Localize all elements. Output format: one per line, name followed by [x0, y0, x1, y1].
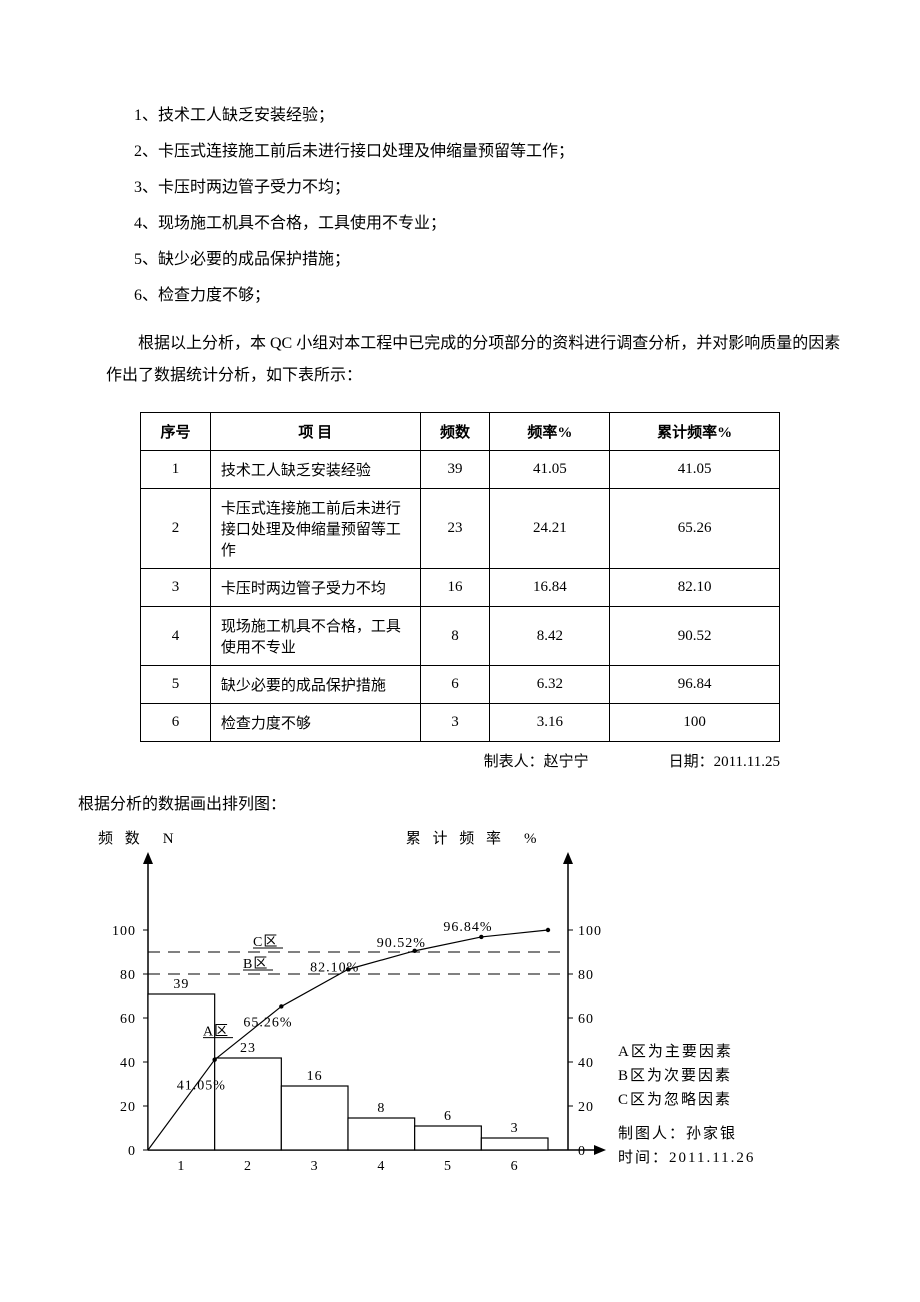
list-item: 4、现场施工机具不合格，工具使用不专业；	[78, 208, 842, 240]
svg-text:40: 40	[578, 1056, 594, 1071]
table-cell: 3	[141, 569, 211, 607]
table-cell: 缺少必要的成品保护措施	[210, 666, 420, 704]
th-freq: 频数	[420, 413, 490, 451]
svg-text:0: 0	[128, 1144, 136, 1159]
table-row: 5缺少必要的成品保护措施66.3296.84	[141, 666, 780, 704]
th-cum: 累计频率%	[610, 413, 780, 451]
svg-text:5: 5	[444, 1159, 452, 1174]
table-cell: 4	[141, 607, 211, 666]
list-item: 5、缺少必要的成品保护措施；	[78, 244, 842, 276]
svg-text:96.84%: 96.84%	[443, 920, 492, 935]
table-cell: 16	[420, 569, 490, 607]
svg-text:100: 100	[112, 924, 136, 939]
left-axis-title: 频 数 N	[98, 827, 398, 848]
table-cell: 41.05	[490, 451, 610, 489]
table-cell: 82.10	[610, 569, 780, 607]
list-item: 3、卡压时两边管子受力不均；	[78, 172, 842, 204]
legend-maker: 制图人：孙家银	[618, 1122, 755, 1146]
axis-titles: 频 数 N 累 计 频 率 %	[78, 827, 842, 848]
svg-text:16: 16	[307, 1069, 323, 1084]
table-cell: 3.16	[490, 704, 610, 742]
table-maker: 制表人：赵宁宁	[484, 750, 589, 771]
analysis-table: 序号 项 目 频数 频率% 累计频率% 1技术工人缺乏安装经验3941.0541…	[140, 412, 780, 742]
svg-text:1: 1	[177, 1159, 185, 1174]
table-cell: 100	[610, 704, 780, 742]
list-item: 6、检查力度不够；	[78, 280, 842, 312]
svg-text:0: 0	[578, 1144, 586, 1159]
pareto-svg: 0 0 20 20 40 40 60 60 80 80 100 100 39 1 23 2 16 3 8 4 6 5 3 6 4…	[78, 850, 618, 1190]
table-cell: 卡压式连接施工前后未进行接口处理及伸缩量预留等工作	[210, 489, 420, 569]
table-cell: 6	[141, 704, 211, 742]
table-cell: 39	[420, 451, 490, 489]
svg-text:100: 100	[578, 924, 602, 939]
table-cell: 5	[141, 666, 211, 704]
table-cell: 6	[420, 666, 490, 704]
analysis-paragraph: 根据以上分析，本 QC 小组对本工程中已完成的分项部分的资料进行调查分析，并对影…	[78, 328, 842, 392]
table-cell: 3	[420, 704, 490, 742]
table-body: 1技术工人缺乏安装经验3941.0541.052卡压式连接施工前后未进行接口处理…	[141, 451, 780, 742]
table-cell: 6.32	[490, 666, 610, 704]
table-footer: 制表人：赵宁宁 日期：2011.11.25	[140, 750, 780, 771]
table-row: 1技术工人缺乏安装经验3941.0541.05	[141, 451, 780, 489]
table-cell: 41.05	[610, 451, 780, 489]
table-row: 6检查力度不够33.16100	[141, 704, 780, 742]
svg-text:40: 40	[120, 1056, 136, 1071]
right-axis-title: 累 计 频 率 %	[406, 831, 541, 847]
legend-b: B区为次要因素	[618, 1064, 755, 1088]
pareto-chart: 0 0 20 20 40 40 60 60 80 80 100 100 39 1 23 2 16 3 8 4 6 5 3 6 4…	[78, 850, 842, 1190]
legend-date: 时间：2011.11.26	[618, 1146, 755, 1170]
svg-text:80: 80	[120, 968, 136, 983]
svg-text:23: 23	[240, 1041, 256, 1056]
table-cell: 检查力度不够	[210, 704, 420, 742]
svg-text:2: 2	[244, 1159, 252, 1174]
svg-text:20: 20	[120, 1100, 136, 1115]
table-cell: 90.52	[610, 607, 780, 666]
svg-text:39: 39	[173, 977, 189, 992]
table-cell: 2	[141, 489, 211, 569]
chart-legend: A区为主要因素 B区为次要因素 C区为忽略因素 制图人：孙家银 时间：2011.…	[618, 1040, 755, 1170]
svg-text:6: 6	[444, 1109, 452, 1124]
svg-text:6: 6	[511, 1159, 519, 1174]
svg-text:3: 3	[311, 1159, 319, 1174]
th-seq: 序号	[141, 413, 211, 451]
pareto-intro: 根据分析的数据画出排列图：	[78, 789, 842, 821]
th-rate: 频率%	[490, 413, 610, 451]
table-cell: 现场施工机具不合格，工具使用不专业	[210, 607, 420, 666]
svg-text:8: 8	[377, 1101, 385, 1116]
svg-text:20: 20	[578, 1100, 594, 1115]
table-cell: 23	[420, 489, 490, 569]
table-cell: 1	[141, 451, 211, 489]
factor-list: 1、技术工人缺乏安装经验； 2、卡压式连接施工前后未进行接口处理及伸缩量预留等工…	[78, 100, 842, 312]
table-cell: 16.84	[490, 569, 610, 607]
table-date: 日期：2011.11.25	[669, 750, 780, 771]
th-item: 项 目	[210, 413, 420, 451]
table-row: 2卡压式连接施工前后未进行接口处理及伸缩量预留等工作2324.2165.26	[141, 489, 780, 569]
svg-text:60: 60	[578, 1012, 594, 1027]
table-cell: 卡压时两边管子受力不均	[210, 569, 420, 607]
table-cell: 8	[420, 607, 490, 666]
table-cell: 技术工人缺乏安装经验	[210, 451, 420, 489]
table-cell: 8.42	[490, 607, 610, 666]
table-row: 3卡压时两边管子受力不均1616.8482.10	[141, 569, 780, 607]
table-cell: 96.84	[610, 666, 780, 704]
svg-text:4: 4	[377, 1159, 385, 1174]
svg-text:90.52%: 90.52%	[377, 936, 426, 951]
table-row: 4现场施工机具不合格，工具使用不专业88.4290.52	[141, 607, 780, 666]
list-item: 1、技术工人缺乏安装经验；	[78, 100, 842, 132]
legend-c: C区为忽略因素	[618, 1088, 755, 1112]
list-item: 2、卡压式连接施工前后未进行接口处理及伸缩量预留等工作；	[78, 136, 842, 168]
table-cell: 65.26	[610, 489, 780, 569]
svg-text:3: 3	[511, 1121, 519, 1136]
legend-a: A区为主要因素	[618, 1040, 755, 1064]
table-cell: 24.21	[490, 489, 610, 569]
svg-text:82.10%: 82.10%	[310, 960, 359, 975]
svg-text:41.05%: 41.05%	[177, 1079, 226, 1094]
svg-text:65.26%: 65.26%	[243, 1015, 292, 1030]
svg-text:60: 60	[120, 1012, 136, 1027]
svg-text:80: 80	[578, 968, 594, 983]
